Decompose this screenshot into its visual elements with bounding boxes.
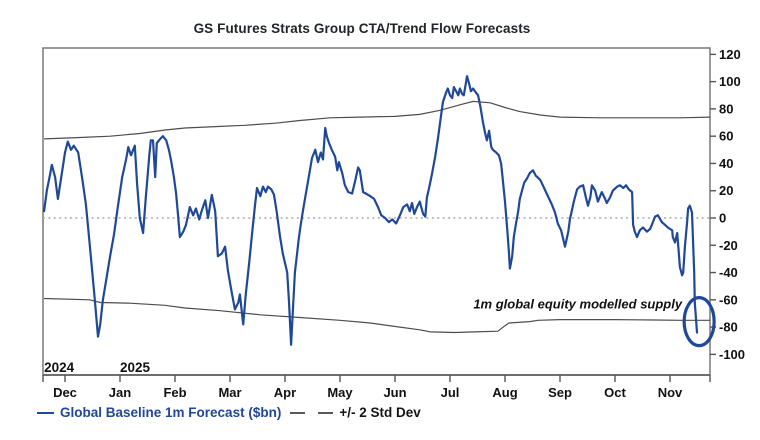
plot-frame [42, 47, 711, 376]
lower-band-line [44, 297, 711, 334]
annotation-text: 1m global equity modelled supply [473, 297, 683, 312]
x-axis-label: Dec [53, 385, 77, 400]
y-axis-label: -80 [719, 320, 738, 335]
y-axis-label: 120 [719, 47, 741, 62]
y-axis-label: 20 [719, 183, 733, 198]
x-axis-label: Oct [604, 385, 626, 400]
legend: Global Baseline 1m Forecast ($bn) +/- 2 … [37, 404, 421, 421]
x-axis-label: Jan [109, 385, 131, 400]
y-axis-label: -60 [719, 292, 738, 307]
y-axis-label: 80 [719, 101, 733, 116]
y-axis-label: -20 [719, 238, 738, 253]
chart-title: GS Futures Strats Group CTA/Trend Flow F… [193, 21, 531, 36]
year-label: 2025 [120, 360, 151, 375]
y-axis-label: -40 [719, 265, 738, 280]
x-axis-label: Apr [274, 385, 296, 400]
x-axis-label: May [327, 385, 353, 400]
y-axis-label: 40 [719, 156, 733, 171]
year-label: 2024 [44, 360, 75, 375]
x-axis-label: Jul [441, 385, 460, 400]
upper-band-line [44, 100, 711, 140]
y-axis-label: 0 [719, 211, 726, 226]
highlight-ellipse [682, 296, 716, 348]
x-axis-label: Nov [658, 385, 683, 400]
x-axis-label: Aug [492, 385, 517, 400]
legend-band-upper-line-swatch [290, 411, 306, 414]
x-axis-label: Sep [548, 385, 572, 400]
legend-band-lower-line-swatch [318, 411, 334, 414]
legend-forecast-label: Global Baseline 1m Forecast ($bn) [60, 405, 282, 420]
y-axis-label: 100 [719, 74, 741, 89]
y-axis-label: 60 [719, 129, 733, 144]
y-axis-label: -100 [719, 347, 745, 362]
x-axis-label: Feb [163, 385, 186, 400]
x-axis-label: Jun [383, 385, 406, 400]
legend-band-label: +/- 2 Std Dev [339, 405, 421, 420]
x-axis-label: Mar [218, 385, 241, 400]
legend-forecast-line-swatch [37, 411, 54, 414]
forecast-line [43, 75, 699, 346]
